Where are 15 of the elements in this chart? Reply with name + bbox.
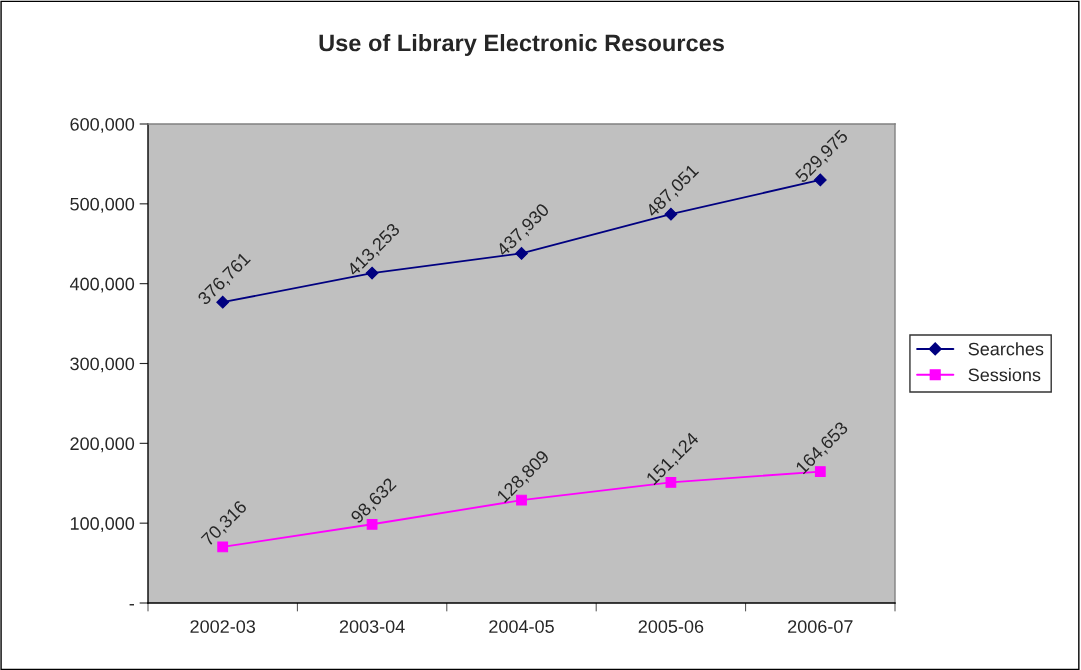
x-tick-label: 2005-06	[638, 620, 704, 633]
y-tick-label: 600,000	[70, 117, 135, 133]
y-tick-label: 500,000	[70, 197, 135, 213]
y-tick-label: 400,000	[69, 277, 135, 293]
x-tick-label: 2002-03	[190, 620, 256, 633]
y-tick-label: 100,000	[70, 517, 135, 533]
y-tick-label: 200,000	[70, 437, 135, 453]
legend-label: Searches	[968, 342, 1044, 356]
y-tick-label: -	[129, 604, 134, 606]
x-tick-label: 2004-05	[489, 620, 554, 633]
x-tick-label: 2006-07	[788, 620, 853, 633]
y-tick-label: 300,000	[70, 357, 135, 373]
x-tick-label: 2003-04	[339, 620, 405, 633]
legend-label: Sessions	[968, 368, 1041, 382]
chart-title: Use of Library Electronic Resources	[319, 34, 724, 56]
